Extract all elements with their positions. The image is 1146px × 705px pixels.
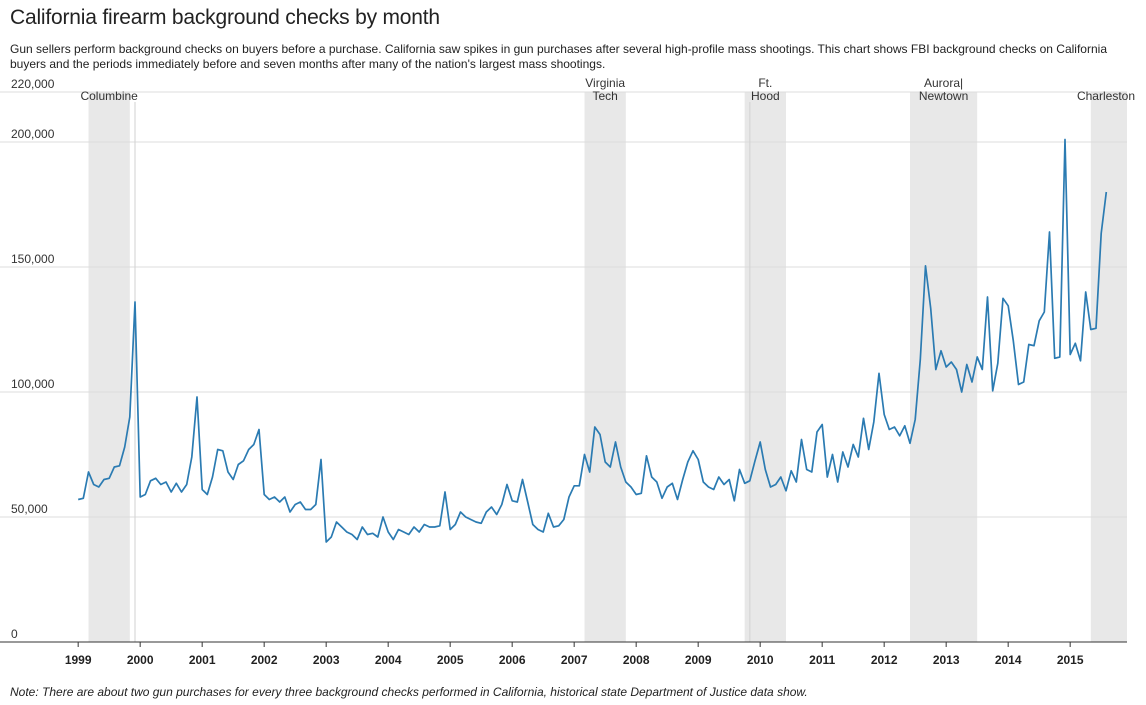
- x-tick-label-2004: 2004: [375, 653, 402, 667]
- x-tick-label-1999: 1999: [65, 653, 92, 667]
- x-tick-label-2014: 2014: [995, 653, 1022, 667]
- shooting-label-4-0: Charleston: [1077, 89, 1135, 103]
- x-tick-label-2001: 2001: [189, 653, 216, 667]
- chart-title: California firearm background checks by …: [10, 6, 440, 29]
- x-tick-label-2013: 2013: [933, 653, 960, 667]
- shooting-label-3-0: Aurora|: [924, 76, 963, 90]
- y-tick-label-2: 100,000: [11, 377, 55, 391]
- x-tick-label-2012: 2012: [871, 653, 898, 667]
- shooting-period-4: [1090, 92, 1127, 642]
- gridlines: [0, 91, 1127, 518]
- y-axis-labels: 0 50,000 100,000 150,000 200,000 220,000: [11, 77, 55, 641]
- x-tick-label-2015: 2015: [1057, 653, 1084, 667]
- x-tick-label-2010: 2010: [747, 653, 774, 667]
- x-tick-label-2008: 2008: [623, 653, 650, 667]
- x-tick-label-2006: 2006: [499, 653, 526, 667]
- x-tick-label-2011: 2011: [809, 653, 835, 667]
- y-tick-label-4: 200,000: [11, 127, 55, 141]
- y-tick-label-0: 0: [11, 627, 18, 641]
- series-line-0: [78, 138, 1108, 543]
- shooting-label-1-1: Tech: [592, 89, 617, 103]
- x-tick-label-2003: 2003: [313, 653, 340, 667]
- shooting-period-2: [744, 92, 786, 642]
- x-axis: 1999 2000 2001 2002 2003 2004 2005 2006 2007 2008…: [0, 641, 1127, 667]
- y-tick-label-5: 220,000: [11, 77, 55, 91]
- x-tick-label-2000: 2000: [127, 653, 154, 667]
- chart-note: Note: There are about two gun purchases …: [10, 685, 808, 699]
- shooting-label-1-0: Virginia: [585, 76, 625, 90]
- shooting-label-3-1: Newtown: [919, 89, 968, 103]
- series-layer: [78, 138, 1108, 543]
- shooting-label-2-1: Hood: [751, 89, 780, 103]
- x-tick-label-2009: 2009: [685, 653, 712, 667]
- chart-subtitle: Gun sellers perform background checks on…: [10, 42, 1107, 71]
- y-tick-label-3: 150,000: [11, 252, 55, 266]
- shooting-label-2-0: Ft.: [758, 76, 772, 90]
- shooting-period-0: [88, 92, 130, 642]
- shooting-period-1: [584, 92, 626, 642]
- shooting-label-0-0: Columbine: [80, 89, 138, 103]
- x-tick-label-2002: 2002: [251, 653, 278, 667]
- event-lines: [134, 102, 751, 642]
- x-tick-label-2007: 2007: [561, 653, 588, 667]
- y-tick-label-1: 50,000: [11, 502, 48, 516]
- x-tick-label-2005: 2005: [437, 653, 464, 667]
- shooting-periods: [88, 92, 1127, 642]
